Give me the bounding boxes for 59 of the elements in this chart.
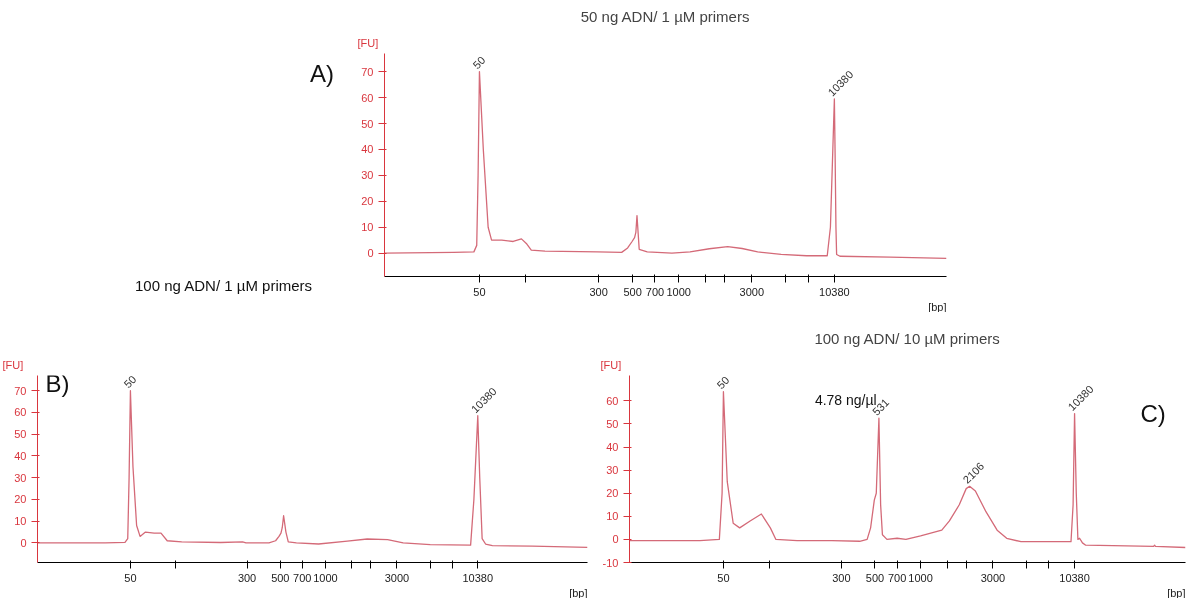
y-tick-label: 20 xyxy=(361,195,374,208)
y-tick-label: 30 xyxy=(606,464,619,477)
y-tick-label: 60 xyxy=(14,406,27,419)
x-axis-title: [bp] xyxy=(569,586,588,599)
y-axis-title: [FU] xyxy=(600,358,622,371)
chart-title: 100 ng ADN/ 10 µM primers xyxy=(814,329,1000,347)
x-tick-label: 3000 xyxy=(980,571,1006,584)
text: A) xyxy=(310,59,334,89)
y-tick-label: 10 xyxy=(606,510,619,523)
y-tick-label: 0 xyxy=(367,247,374,260)
x-tick-label: 3000 xyxy=(739,285,765,298)
x-tick-label: 300 xyxy=(237,571,257,584)
x-tick-label: 500 xyxy=(271,571,290,584)
x-tick-label: 10380 xyxy=(462,571,494,584)
chart-title: 50 ng ADN/ 1 µM primers xyxy=(580,7,750,25)
y-tick-label: 10 xyxy=(14,515,27,528)
x-tick-label: 1000 xyxy=(908,571,933,584)
annotation: 50 xyxy=(121,372,139,391)
annotation: 50 xyxy=(470,53,488,72)
y-tick-label: 0 xyxy=(612,533,619,546)
y-axis-title: [FU] xyxy=(357,36,379,49)
y-tick-label: 50 xyxy=(606,417,619,430)
x-tick-label: 10380 xyxy=(1059,571,1090,584)
y-tick-label: 20 xyxy=(14,493,27,506)
y-tick-label: 30 xyxy=(361,169,374,182)
x-tick-label: 700 xyxy=(887,571,907,584)
x-tick-label: 300 xyxy=(589,285,608,298)
y-tick-label: 50 xyxy=(361,117,374,130)
y-tick-label: 70 xyxy=(14,384,27,397)
x-tick-label: 3000 xyxy=(384,571,410,584)
y-tick-label: 30 xyxy=(14,471,27,484)
annotation: 50 xyxy=(714,373,732,392)
chart-title: 100 ng ADN/ 1 µM primers xyxy=(135,276,313,296)
y-tick-label: 40 xyxy=(606,441,619,454)
x-axis-title: [bp] xyxy=(1167,586,1186,599)
y-tick-label: -10 xyxy=(602,556,619,569)
x-tick-label: 1000 xyxy=(666,285,691,298)
y-tick-label: 0 xyxy=(20,536,27,549)
x-tick-label: 50 xyxy=(124,571,137,584)
x-tick-label: 1000 xyxy=(313,571,338,584)
y-tick-label: 20 xyxy=(606,487,619,500)
y-tick-label: 10 xyxy=(361,221,374,234)
y-tick-label: 60 xyxy=(361,91,374,104)
y-tick-label: 50 xyxy=(14,428,27,441)
x-tick-label: 700 xyxy=(293,571,312,584)
y-tick-label: 40 xyxy=(14,449,27,462)
y-tick-label: 60 xyxy=(606,394,619,407)
y-axis-title: [FU] xyxy=(2,358,24,371)
y-tick-label: 70 xyxy=(361,65,374,78)
y-tick-label: 40 xyxy=(361,143,374,156)
x-tick-label: 500 xyxy=(865,571,885,584)
x-tick-label: 300 xyxy=(832,571,851,584)
x-tick-label: 50 xyxy=(473,285,486,298)
x-tick-label: 50 xyxy=(717,571,730,584)
x-axis-title: [bp] xyxy=(928,300,947,313)
x-tick-label: 10380 xyxy=(819,285,850,298)
x-tick-label: 700 xyxy=(645,285,665,298)
annotation: C) xyxy=(1140,399,1166,427)
x-tick-label: 500 xyxy=(623,285,642,298)
